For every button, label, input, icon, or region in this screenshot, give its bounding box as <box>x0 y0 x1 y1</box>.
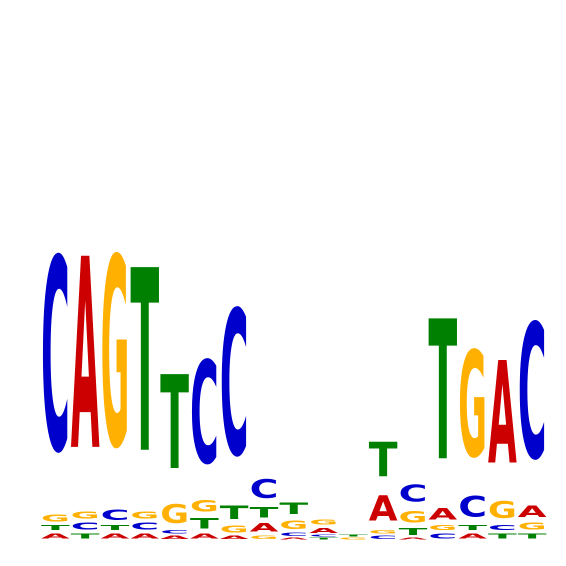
logo-letter-G: G <box>488 497 517 524</box>
logo-stacks: ATGCTCGAATCGACGTACGTATGCAGTCGATCACGTTCAG… <box>41 203 548 540</box>
logo-letter-G: G <box>250 535 279 540</box>
logo-letter-C: C <box>458 491 487 524</box>
logo-letter-G: G <box>279 519 308 532</box>
logo-letter-T: T <box>339 535 369 538</box>
logo-letter-A: A <box>190 532 219 540</box>
logo-letter-C: C <box>250 474 279 504</box>
logo-letter-G: G <box>458 321 487 490</box>
logo-letter-G: G <box>71 510 100 521</box>
logo-letter-A: A <box>399 537 429 540</box>
logo-letter-A: A <box>488 334 517 497</box>
logo-letter-T: T <box>160 348 189 499</box>
logo-letter-A: A <box>428 504 458 523</box>
logo-letter-T: T <box>101 524 130 532</box>
logo-letter-T: T <box>309 537 339 540</box>
logo-letter-A: A <box>220 535 249 540</box>
logo-letter-T: T <box>41 524 70 532</box>
logo-letter-G: G <box>518 521 547 532</box>
logo-letter-A: A <box>41 532 70 540</box>
logo-letter-G: G <box>190 497 219 516</box>
logo-letter-G: G <box>220 524 249 535</box>
logo-letter-C: C <box>190 333 219 496</box>
logo-letter-C: C <box>41 203 70 512</box>
logo-letter-A: A <box>458 532 487 540</box>
logo-letter-T: T <box>190 516 220 532</box>
logo-letter-A: A <box>160 535 189 540</box>
logo-letter-G: G <box>309 518 338 526</box>
logo-letter-C: C <box>488 524 517 532</box>
logo-letter-C: C <box>220 269 249 501</box>
logo-letter-T: T <box>428 280 457 504</box>
logo-letter-G: G <box>369 529 398 534</box>
logo-letter-C: C <box>130 521 159 532</box>
logo-letter-T: T <box>250 505 280 521</box>
logo-letter-T: T <box>71 532 100 540</box>
logo-letter-G: G <box>41 513 70 524</box>
logo-letter-C: C <box>279 532 308 538</box>
logo-letter-A: A <box>250 521 280 535</box>
logo-letter-T: T <box>399 527 428 538</box>
logo-letter-A: A <box>71 205 100 510</box>
logo-letter-C: C <box>101 507 130 523</box>
logo-letter-C: C <box>428 532 457 540</box>
logo-letter-C: C <box>71 521 100 532</box>
logo-letter-G: G <box>101 204 130 507</box>
logo-letter-T: T <box>369 434 398 489</box>
logo-letter-G: G <box>160 499 189 529</box>
logo-letter-T: T <box>458 524 487 532</box>
logo-letter-G: G <box>130 510 159 521</box>
logo-letter-G: G <box>428 524 457 532</box>
logo-letter-T: T <box>518 532 547 540</box>
logo-letter-T: T <box>279 499 308 518</box>
logo-letter-A: A <box>309 527 338 535</box>
logo-letter-A: A <box>518 501 548 520</box>
logo-letter-T: T <box>220 502 250 524</box>
logo-letter-C: C <box>399 480 428 508</box>
logo-letter-C: C <box>369 535 398 541</box>
logo-letter-T: T <box>488 532 517 540</box>
logo-letter-C: C <box>309 535 338 538</box>
logo-letter-C: C <box>160 529 189 535</box>
logo-letter-G: G <box>399 508 428 527</box>
logo-letter-C: C <box>518 286 547 502</box>
logo-position-11: GT <box>339 535 369 540</box>
logo-letter-G: G <box>339 537 368 540</box>
logo-letter-A: A <box>101 532 130 540</box>
logo-letter-A: A <box>279 537 309 540</box>
logo-letter-A: A <box>130 532 159 540</box>
logo-letter-T: T <box>130 218 159 509</box>
logo-letter-A: A <box>369 488 398 530</box>
